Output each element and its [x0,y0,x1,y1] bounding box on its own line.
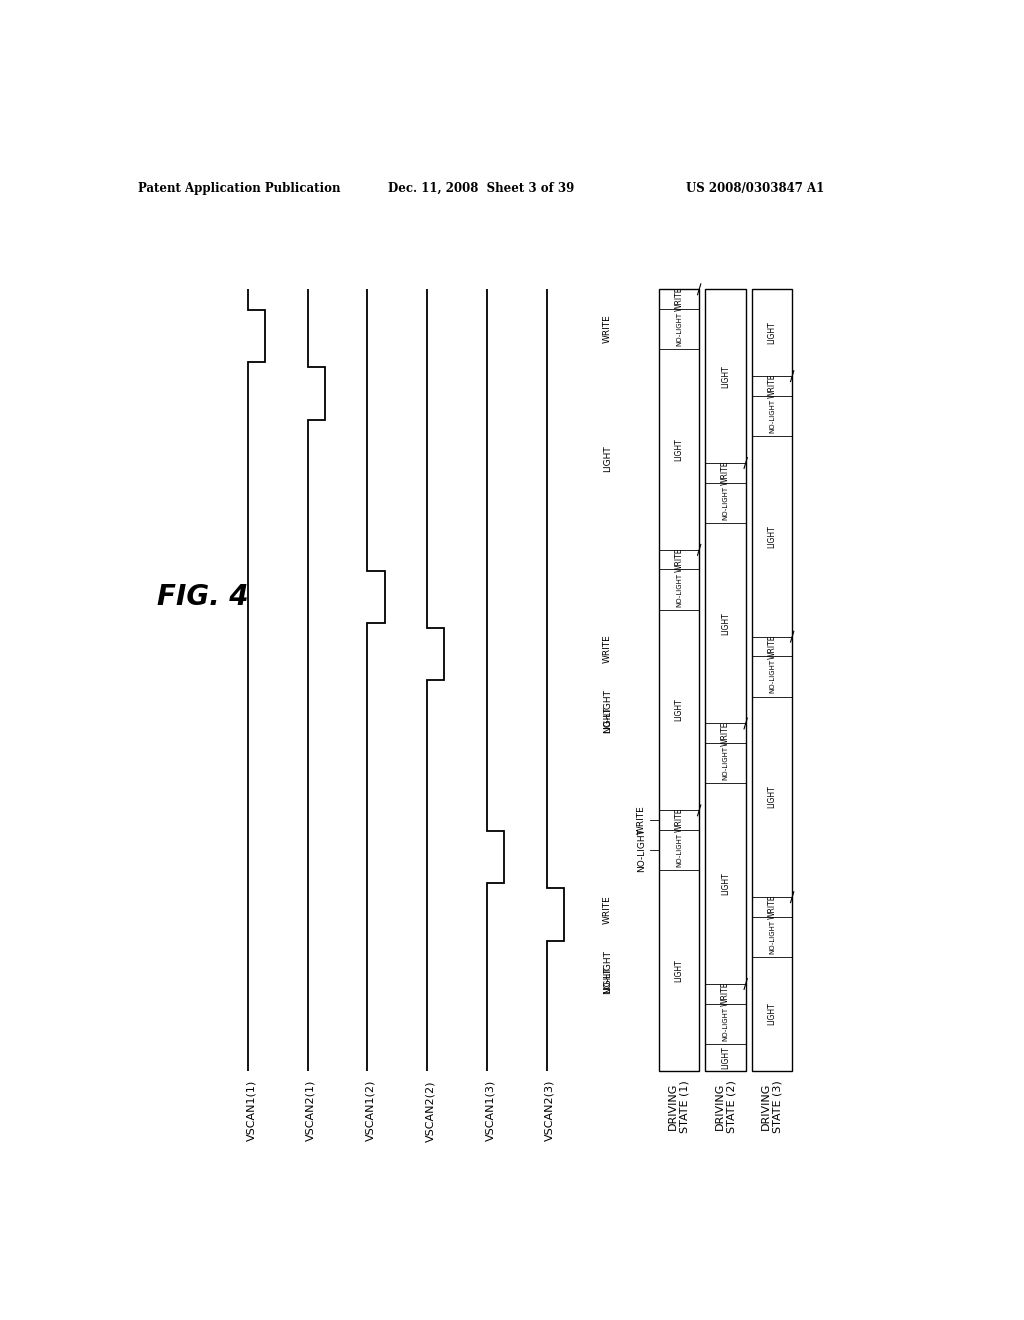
Text: VSCAN1(2): VSCAN1(2) [366,1080,376,1142]
Text: NO-LIGHT: NO-LIGHT [676,573,682,607]
Text: LIGHT: LIGHT [721,1045,730,1069]
Text: LIGHT: LIGHT [603,445,611,473]
Text: FIG. 4: FIG. 4 [158,583,249,611]
Text: NO-LIGHT: NO-LIGHT [769,920,775,954]
Text: VSCAN2(2): VSCAN2(2) [425,1080,435,1142]
Text: WRITE: WRITE [768,634,776,659]
Bar [752,289,793,1071]
Text: Dec. 11, 2008  Sheet 3 of 39: Dec. 11, 2008 Sheet 3 of 39 [388,182,573,194]
Text: WRITE: WRITE [675,808,684,833]
Text: LIGHT: LIGHT [675,438,684,461]
Text: DRIVING
STATE (2): DRIVING STATE (2) [715,1080,736,1133]
Text: VSCAN1(1): VSCAN1(1) [246,1080,256,1142]
Text: US 2008/0303847 A1: US 2008/0303847 A1 [686,182,824,194]
Text: NO-LIGHT: NO-LIGHT [769,399,775,433]
Text: LIGHT: LIGHT [721,873,730,895]
Text: LIGHT: LIGHT [721,364,730,388]
Text: Patent Application Publication: Patent Application Publication [138,182,341,194]
Text: NO-LIGHT: NO-LIGHT [676,312,682,346]
Text: WRITE: WRITE [768,374,776,399]
Text: NO-LIGHT: NO-LIGHT [723,1007,728,1040]
Text: LIGHT: LIGHT [603,706,611,733]
Text: VSCAN1(3): VSCAN1(3) [485,1080,495,1142]
Text: WRITE: WRITE [603,314,611,343]
Text: WRITE: WRITE [721,721,730,746]
Text: VSCAN2(3): VSCAN2(3) [545,1080,555,1142]
Text: NO-LIGHT: NO-LIGHT [603,950,611,994]
Text: NO-LIGHT: NO-LIGHT [769,659,775,693]
Text: WRITE: WRITE [603,635,611,663]
Text: WRITE: WRITE [637,805,646,834]
Text: NO-LIGHT: NO-LIGHT [723,746,728,780]
Text: LIGHT: LIGHT [675,960,684,982]
Text: LIGHT: LIGHT [768,785,776,808]
Text: WRITE: WRITE [768,895,776,919]
Text: WRITE: WRITE [721,982,730,1006]
Text: WRITE: WRITE [675,548,684,572]
Text: DRIVING
STATE (3): DRIVING STATE (3) [761,1080,782,1133]
Text: NO-LIGHT: NO-LIGHT [723,486,728,520]
Text: NO-LIGHT: NO-LIGHT [676,833,682,867]
Text: WRITE: WRITE [675,286,684,312]
Text: LIGHT: LIGHT [603,966,611,993]
Text: LIGHT: LIGHT [768,525,776,548]
Text: NO-LIGHT: NO-LIGHT [637,828,646,873]
Text: LIGHT: LIGHT [675,698,684,722]
Text: LIGHT: LIGHT [768,1003,776,1026]
Text: VSCAN2(1): VSCAN2(1) [306,1080,315,1142]
Text: WRITE: WRITE [721,461,730,484]
Bar [658,289,699,1071]
Bar [706,289,745,1071]
Text: WRITE: WRITE [603,895,611,924]
Text: DRIVING
STATE (1): DRIVING STATE (1) [669,1080,690,1133]
Text: LIGHT: LIGHT [721,612,730,635]
Text: NO-LIGHT: NO-LIGHT [603,689,611,734]
Text: LIGHT: LIGHT [768,321,776,345]
